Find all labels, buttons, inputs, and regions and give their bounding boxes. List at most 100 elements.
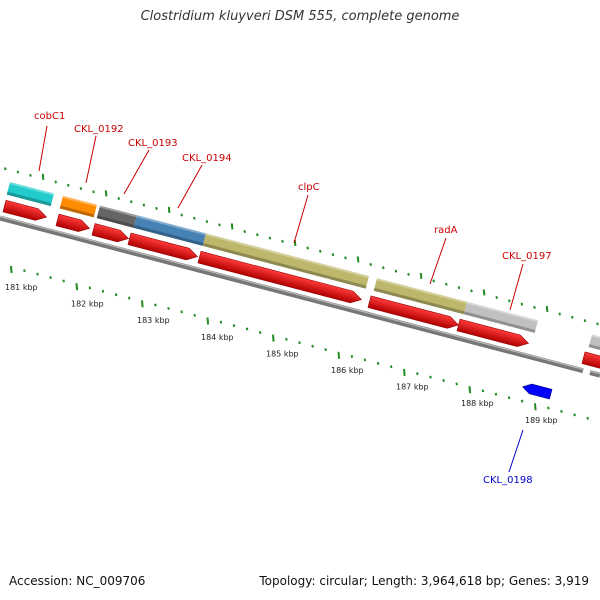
scale-tick [167,306,170,310]
kbp-tick-label: 183 kbp [137,316,170,325]
scale-tick [571,315,574,319]
scale-tick [281,239,284,243]
scale-tick [533,305,536,309]
scale-tick [54,180,57,184]
scale-tick [442,379,445,382]
scale-tick [101,289,105,293]
scale-tick [206,317,210,325]
gene-box [463,301,538,333]
scale-tick [394,269,398,273]
scale-tick [545,305,549,313]
scale-tick [268,236,272,240]
accession-text: Accession: NC_009706 [9,574,146,588]
scale-tick [272,334,275,342]
cds-arrow [91,223,130,243]
scale-tick [350,355,354,358]
scale-tick [416,372,419,376]
scale-tick [369,263,372,266]
scale-tick [337,351,341,359]
scale-tick [285,337,288,341]
scale-tick [258,330,262,334]
kbp-tick-label: 188 kbp [461,399,494,408]
scale-tick [344,256,347,260]
scale-tick [154,303,157,307]
scale-tick [382,266,385,270]
scale-tick [455,382,458,386]
label-leader-line [429,237,447,285]
kbp-tick-label: 185 kbp [266,349,299,358]
kbp-tick-label: 184 kbp [201,333,234,342]
kbp-tick-label: 182 kbp [71,300,104,309]
scale-tick [331,253,335,257]
scale-tick [534,403,537,411]
scale-tick [432,279,435,283]
scale-tick [193,313,196,317]
scale-tick [407,272,410,276]
scale-tick [573,413,576,417]
cds-arrow [581,351,600,369]
scale-tick [363,358,367,362]
scale-tick [127,296,131,300]
scale-tick [470,289,473,293]
scale-tick [117,196,120,200]
scale-tick [180,213,183,217]
scale-tick [36,272,39,276]
scale-tick [114,293,118,297]
backbone-track-next [589,370,600,378]
scale-tick [256,233,259,237]
scale-tick [232,324,236,328]
scale-tick [468,386,472,394]
cds-arrow [456,318,530,347]
scale-tick [88,286,92,290]
scale-tick [507,396,511,400]
gene-box [373,278,467,315]
label-leader-line [509,263,524,311]
cds-arrow [2,199,48,221]
scale-tick [218,223,221,227]
scale-tick [243,229,246,233]
kbp-tick-label: 181 kbp [5,283,38,292]
cds-arrow [127,232,199,261]
scale-tick [481,389,485,393]
scale-tick [596,322,599,326]
scale-tick [306,246,309,250]
scale-tick [10,265,13,274]
gene-box [202,233,369,289]
scale-tick [494,392,498,396]
scale-tick [429,375,432,379]
cds-arrow [197,250,363,304]
cds-arrow [55,213,91,232]
scale-tick [558,312,561,316]
scale-tick [520,399,524,403]
scale-tick [104,190,108,197]
gene-label: CKL_0192 [74,124,124,135]
scale-tick [219,320,223,324]
scale-tick [311,344,314,348]
kbp-tick-label: 186 kbp [331,366,364,375]
scale-tick [130,200,133,204]
scale-tick [376,361,380,365]
scale-tick [319,249,322,253]
scale-tick [75,283,79,291]
scale-tick [445,282,448,286]
scale-tick [520,302,524,306]
gene-box [588,334,600,352]
label-leader-line [123,149,150,195]
gene-label: clpC [298,182,320,193]
reverse-gene-arrow [522,383,553,400]
scale-tick [141,300,144,308]
gene-label: CKL_0194 [182,153,232,164]
scale-tick [41,173,45,181]
scale-tick [193,216,196,220]
scale-tick [403,368,406,377]
scale-tick [560,409,563,413]
label-leader-line [38,125,48,172]
scale-tick [457,286,461,290]
scale-tick [67,183,70,187]
scale-tick [92,190,95,194]
scale-tick [167,206,171,214]
scale-tick [245,327,249,331]
scale-tick [389,365,393,369]
scale-tick [324,348,327,352]
gene-box [6,182,54,207]
